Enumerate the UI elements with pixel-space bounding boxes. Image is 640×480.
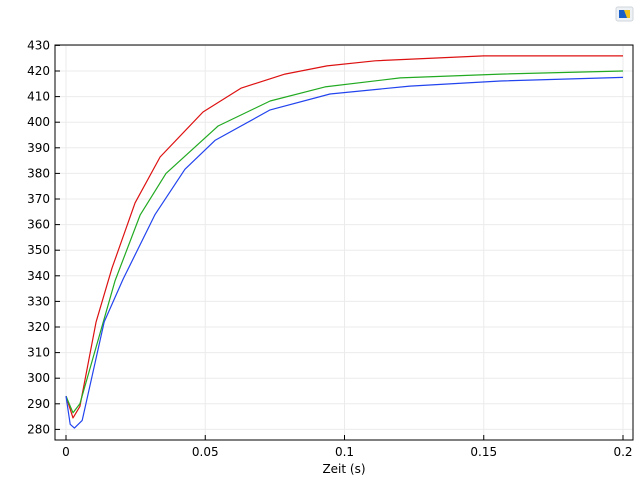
y-tick-label: 350 xyxy=(27,243,50,257)
x-tick-label: 0.2 xyxy=(613,445,632,459)
y-tick-label: 390 xyxy=(27,141,50,155)
comsol-logo-icon[interactable] xyxy=(615,5,635,23)
y-tick-label: 430 xyxy=(27,38,50,52)
y-tick-label: 310 xyxy=(27,346,50,360)
y-tick-label: 420 xyxy=(27,64,50,78)
y-tick-label: 330 xyxy=(27,294,50,308)
series-line-2 xyxy=(65,76,624,429)
x-tick-label: 0.05 xyxy=(192,445,219,459)
y-tick-label: 290 xyxy=(27,397,50,411)
y-tick-label: 360 xyxy=(27,218,50,232)
grid xyxy=(55,44,633,440)
tick-group: 0 0.05 0.1 0.15 0.2 280 290 300 310 320 330 340 350 3… xyxy=(27,38,632,459)
y-tick-label: 320 xyxy=(27,320,50,334)
x-tick-label: 0.1 xyxy=(335,445,354,459)
y-tick-label: 400 xyxy=(27,115,50,129)
series-group xyxy=(65,55,624,429)
y-tick-label: 280 xyxy=(27,422,50,436)
x-tick-label: 0.15 xyxy=(470,445,497,459)
y-tick-label: 380 xyxy=(27,166,50,180)
y-tick-label: 370 xyxy=(27,192,50,206)
series-line-1 xyxy=(65,70,624,414)
y-tick-label: 340 xyxy=(27,269,50,283)
x-tick-label: 0 xyxy=(62,445,70,459)
x-axis-label: Zeit (s) xyxy=(322,462,365,476)
y-tick-label: 300 xyxy=(27,371,50,385)
y-tick-label: 410 xyxy=(27,90,50,104)
